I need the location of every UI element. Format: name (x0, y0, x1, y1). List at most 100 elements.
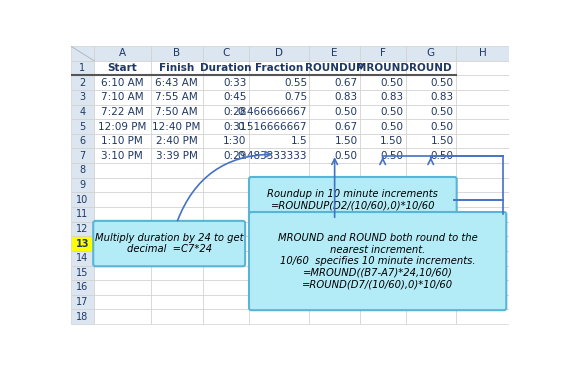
Text: 0.83: 0.83 (380, 92, 403, 102)
Bar (310, 192, 360, 207)
Bar (360, 207, 406, 222)
Bar (310, 310, 360, 324)
Bar (406, 46, 456, 61)
Bar (406, 295, 456, 310)
Text: 1.50: 1.50 (335, 136, 358, 146)
Bar (360, 178, 406, 192)
Text: 8: 8 (79, 166, 85, 175)
Text: 0.466666667: 0.466666667 (238, 107, 307, 117)
Bar (360, 310, 406, 324)
Bar (249, 265, 310, 280)
Bar (94, 90, 151, 104)
Text: 5: 5 (79, 122, 85, 132)
Bar (151, 178, 203, 192)
Bar (203, 46, 249, 61)
Bar (71, 75, 94, 90)
Bar (249, 251, 310, 265)
Bar (456, 251, 509, 265)
Bar (456, 61, 509, 75)
Bar (94, 192, 151, 207)
Text: 1.5: 1.5 (290, 136, 307, 146)
Bar (203, 236, 249, 251)
Text: 7:22 AM: 7:22 AM (101, 107, 144, 117)
Text: 6:43 AM: 6:43 AM (155, 78, 198, 88)
Bar (71, 192, 94, 207)
Bar (151, 236, 203, 251)
Bar (310, 46, 360, 61)
Text: 4: 4 (79, 107, 85, 117)
Bar (310, 149, 360, 163)
FancyBboxPatch shape (249, 212, 507, 310)
Bar (71, 163, 94, 178)
Text: 3:39 PM: 3:39 PM (156, 151, 198, 161)
Text: 13: 13 (76, 238, 89, 248)
Bar (151, 295, 203, 310)
Bar (71, 222, 94, 236)
Bar (249, 90, 310, 104)
Bar (151, 46, 203, 61)
Text: Multiply duration by 24 to get
decimal  =C7*24: Multiply duration by 24 to get decimal =… (95, 233, 243, 254)
Bar (406, 61, 456, 75)
Bar (360, 134, 406, 149)
Bar (94, 310, 151, 324)
Text: Duration: Duration (200, 63, 251, 73)
Bar (310, 134, 360, 149)
Text: 17: 17 (76, 297, 88, 307)
Bar (203, 207, 249, 222)
Text: 0.83: 0.83 (335, 92, 358, 102)
Bar (360, 222, 406, 236)
Text: 6:10 AM: 6:10 AM (101, 78, 144, 88)
Text: 1:30: 1:30 (224, 136, 247, 146)
Bar (249, 163, 310, 178)
Text: 15: 15 (76, 268, 88, 278)
Text: 9: 9 (79, 180, 85, 190)
Bar (360, 61, 406, 75)
Text: 14: 14 (76, 253, 88, 263)
Bar (249, 207, 310, 222)
Text: 1:10 PM: 1:10 PM (101, 136, 143, 146)
Bar (406, 192, 456, 207)
Bar (406, 222, 456, 236)
Text: 0:33: 0:33 (224, 78, 247, 88)
Bar (71, 265, 94, 280)
Bar (360, 104, 406, 119)
Bar (360, 265, 406, 280)
Text: 11: 11 (76, 209, 88, 219)
Bar (360, 75, 406, 90)
Bar (94, 149, 151, 163)
Text: 7:10 AM: 7:10 AM (101, 92, 144, 102)
Bar (406, 310, 456, 324)
Bar (203, 222, 249, 236)
Bar (151, 61, 203, 75)
Bar (71, 90, 94, 104)
Text: 2:40 PM: 2:40 PM (156, 136, 198, 146)
Bar (310, 280, 360, 295)
Text: 0.50: 0.50 (431, 107, 453, 117)
Bar (71, 134, 94, 149)
Text: MROUND: MROUND (356, 63, 409, 73)
Bar (406, 90, 456, 104)
Text: A: A (119, 48, 126, 58)
Bar (94, 222, 151, 236)
Bar (406, 236, 456, 251)
Text: E: E (331, 48, 338, 58)
Bar (310, 222, 360, 236)
Bar (310, 61, 360, 75)
Bar (456, 236, 509, 251)
Text: 12:09 PM: 12:09 PM (98, 122, 147, 132)
Bar (310, 207, 360, 222)
Text: 0.483333333: 0.483333333 (238, 151, 307, 161)
Bar (360, 251, 406, 265)
Bar (94, 280, 151, 295)
FancyBboxPatch shape (93, 221, 245, 266)
Bar (94, 265, 151, 280)
Bar (71, 295, 94, 310)
Bar (151, 134, 203, 149)
Text: 10: 10 (76, 195, 88, 205)
Bar (94, 104, 151, 119)
Bar (203, 192, 249, 207)
Bar (151, 75, 203, 90)
Text: 7:50 AM: 7:50 AM (155, 107, 198, 117)
Bar (151, 207, 203, 222)
Bar (406, 119, 456, 134)
